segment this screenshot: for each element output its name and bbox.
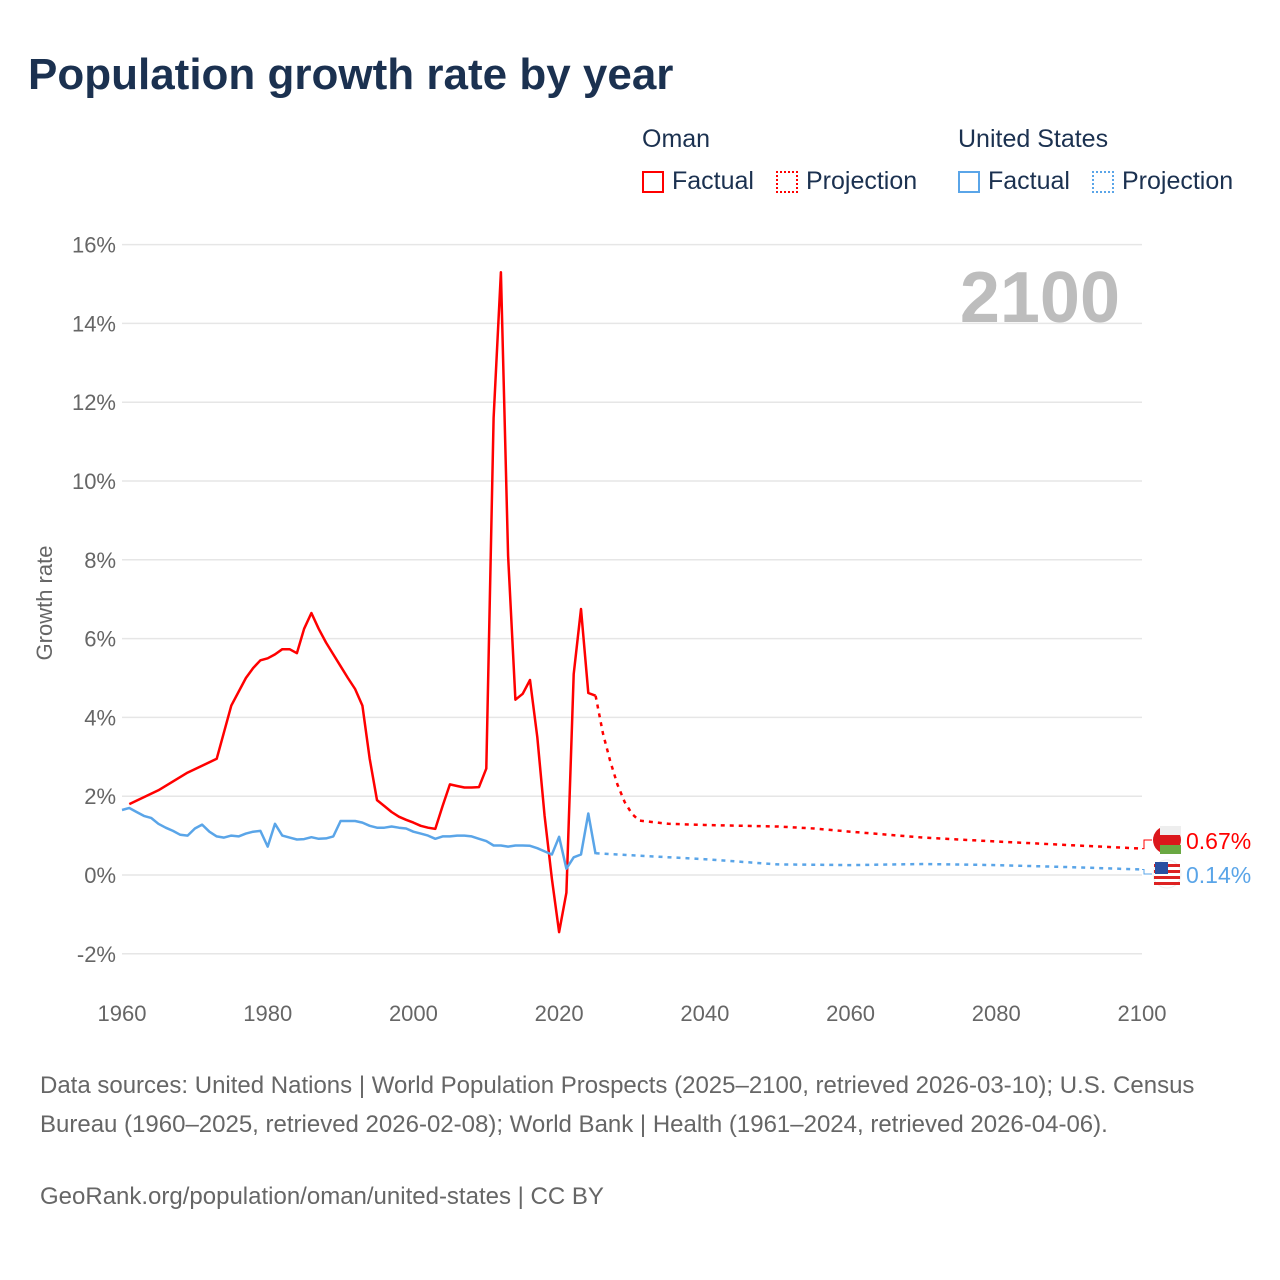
x-tick-label: 2100 bbox=[1118, 1001, 1167, 1026]
legend-label: Factual bbox=[672, 167, 754, 195]
y-tick-label: 8% bbox=[84, 548, 116, 573]
legend-us-heading: United States bbox=[958, 125, 1109, 153]
legend-oman-heading: Oman bbox=[642, 125, 711, 153]
x-tick-label: 1980 bbox=[243, 1001, 292, 1026]
legend-label: Factual bbox=[988, 167, 1070, 195]
x-tick-label: 2000 bbox=[389, 1001, 438, 1026]
united-states-factual-line bbox=[121, 806, 597, 870]
y-tick-label: 6% bbox=[84, 627, 116, 652]
y-tick-label: -2% bbox=[77, 942, 116, 967]
oman-factual-line bbox=[128, 270, 597, 934]
oman-projection-line bbox=[594, 695, 1143, 850]
us-flag-stripe bbox=[1154, 882, 1180, 885]
y-tick-label: 14% bbox=[72, 311, 116, 336]
legend-us-factual[interactable]: Factual bbox=[958, 167, 1070, 196]
oman-flag-green-band bbox=[1160, 845, 1181, 854]
us-flag-canton bbox=[1155, 862, 1168, 874]
y-tick-label: 0% bbox=[84, 863, 116, 888]
x-tick-label: 1960 bbox=[98, 1001, 147, 1026]
line-chart: 16% 14% 12% 10% 8% 6% 4% 2% 0% -2% 1960 1980 2000 202… bbox=[32, 233, 1251, 1026]
y-tick-label: 10% bbox=[72, 469, 116, 494]
x-tick-label: 2060 bbox=[826, 1001, 875, 1026]
oman-end-value-label: 0.67% bbox=[1186, 828, 1251, 854]
x-tick-label: 2020 bbox=[535, 1001, 584, 1026]
legend-label: Projection bbox=[1122, 167, 1234, 195]
legend-swatch-dotted-icon bbox=[776, 170, 798, 193]
oman-flag-white-band bbox=[1160, 826, 1181, 835]
united-states-projection-line bbox=[595, 852, 1143, 871]
year-watermark: 2100 bbox=[960, 258, 1120, 338]
y-tick-label: 12% bbox=[72, 390, 116, 415]
legend-oman-projection[interactable]: Projection bbox=[776, 167, 917, 196]
y-axis-label: Growth rate bbox=[32, 546, 57, 661]
united-states-label-connector bbox=[1142, 868, 1152, 875]
legend-oman-factual[interactable]: Factual bbox=[642, 167, 754, 196]
legend-label: Projection bbox=[806, 167, 918, 195]
legend-swatch-solid-icon bbox=[958, 170, 980, 193]
data-sources: Data sources: United Nations | World Pop… bbox=[40, 1072, 1195, 1138]
y-tick-label: 16% bbox=[72, 233, 116, 258]
legend-us-projection[interactable]: Projection bbox=[1092, 167, 1233, 196]
oman-label-connector bbox=[1142, 839, 1152, 850]
credit-link[interactable]: GeoRank.org/population/oman/united-state… bbox=[40, 1183, 604, 1210]
x-tick-label: 2040 bbox=[680, 1001, 729, 1026]
chart-title: Population growth rate by year bbox=[28, 50, 674, 99]
y-tick-label: 4% bbox=[84, 705, 116, 730]
x-tick-label: 2080 bbox=[972, 1001, 1021, 1026]
united-states-end-value-label: 0.14% bbox=[1186, 862, 1251, 888]
legend-swatch-solid-icon bbox=[642, 170, 664, 193]
legend-swatch-dotted-icon bbox=[1092, 170, 1114, 193]
us-flag-stripe bbox=[1154, 876, 1180, 879]
y-tick-label: 2% bbox=[84, 784, 116, 809]
